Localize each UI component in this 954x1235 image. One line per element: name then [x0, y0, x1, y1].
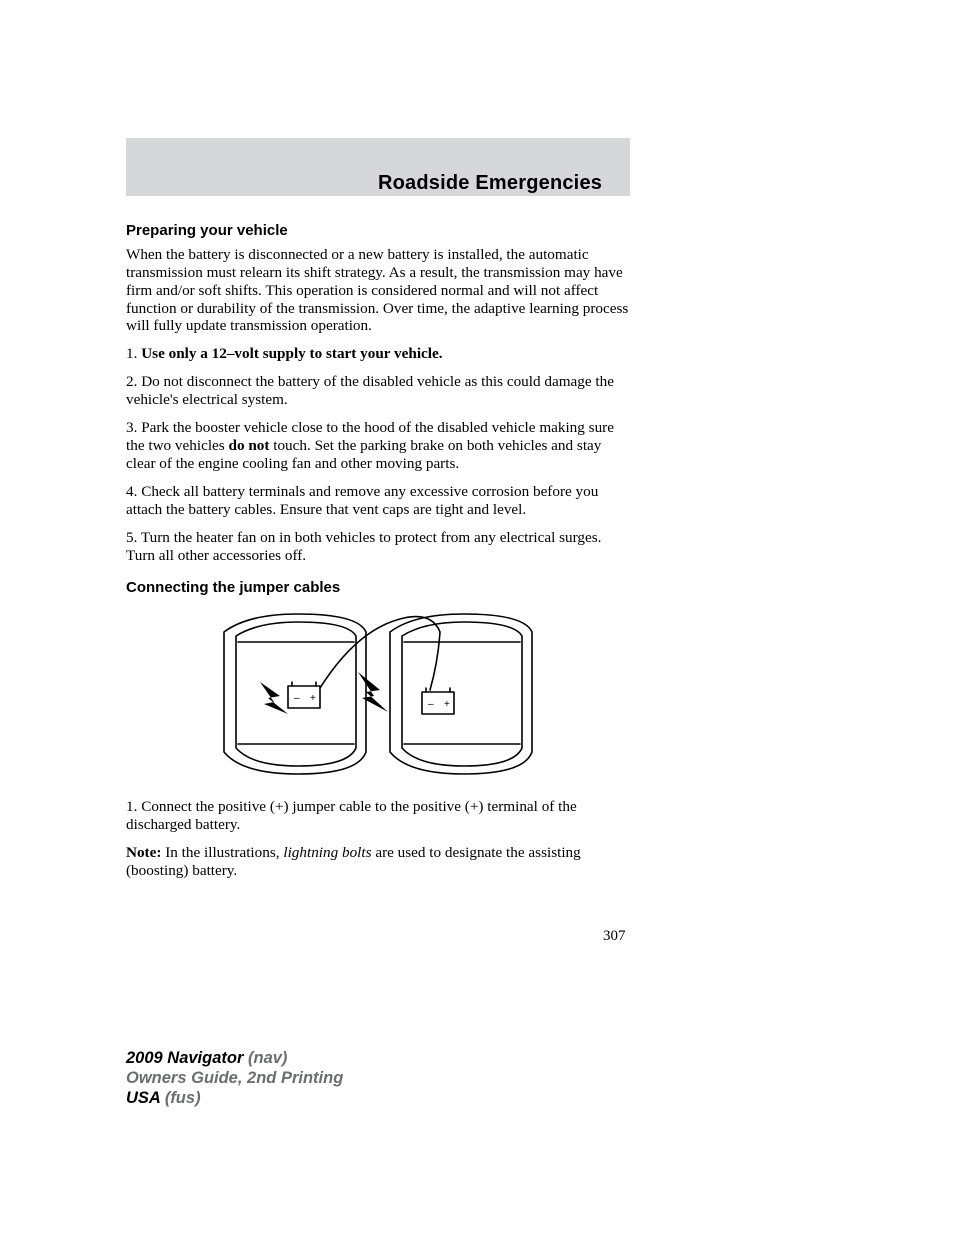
footer-line-1: 2009 Navigator (nav) [126, 1048, 343, 1068]
right-battery-plus: + [444, 699, 450, 710]
jumper-cable-diagram: – + – + [208, 602, 548, 784]
footer-model-code: (nav) [243, 1049, 287, 1067]
footer-model: 2009 Navigator [126, 1049, 243, 1067]
note-italic: lightning bolts [283, 844, 371, 861]
intro-paragraph: When the battery is disconnected or a ne… [126, 246, 630, 336]
note-paragraph: Note: In the illustrations, lightning bo… [126, 844, 630, 880]
footer-line-2: Owners Guide, 2nd Printing [126, 1068, 343, 1088]
step-1-number: 1. [126, 345, 141, 362]
content-area: Preparing your vehicle When the battery … [126, 222, 630, 890]
left-battery-plus: + [310, 693, 316, 704]
page-section-title: Roadside Emergencies [378, 172, 602, 195]
footer-block: 2009 Navigator (nav) Owners Guide, 2nd P… [126, 1048, 343, 1108]
section-heading-connecting: Connecting the jumper cables [126, 579, 630, 597]
section-heading-preparing: Preparing your vehicle [126, 222, 630, 240]
page-number: 307 [603, 928, 626, 945]
right-battery-minus: – [428, 699, 434, 710]
step-2: 2. Do not disconnect the battery of the … [126, 373, 630, 409]
step-5: 5. Turn the heater fan on in both vehicl… [126, 529, 630, 565]
step-1: 1. Use only a 12–volt supply to start yo… [126, 345, 630, 363]
note-a: In the illustrations, [161, 844, 283, 861]
footer-region: USA [126, 1089, 160, 1107]
note-label: Note: [126, 844, 161, 861]
diagram-container: – + – + [126, 602, 630, 784]
step-3-bold: do not [229, 437, 270, 454]
step-4: 4. Check all battery terminals and remov… [126, 483, 630, 519]
step-3: 3. Park the booster vehicle close to the… [126, 419, 630, 473]
connect-step-1: 1. Connect the positive (+) jumper cable… [126, 798, 630, 834]
left-battery-minus: – [294, 693, 300, 704]
footer-region-code: (fus) [160, 1089, 200, 1107]
step-1-text: Use only a 12–volt supply to start your … [141, 345, 442, 362]
footer-line-3: USA (fus) [126, 1088, 343, 1108]
